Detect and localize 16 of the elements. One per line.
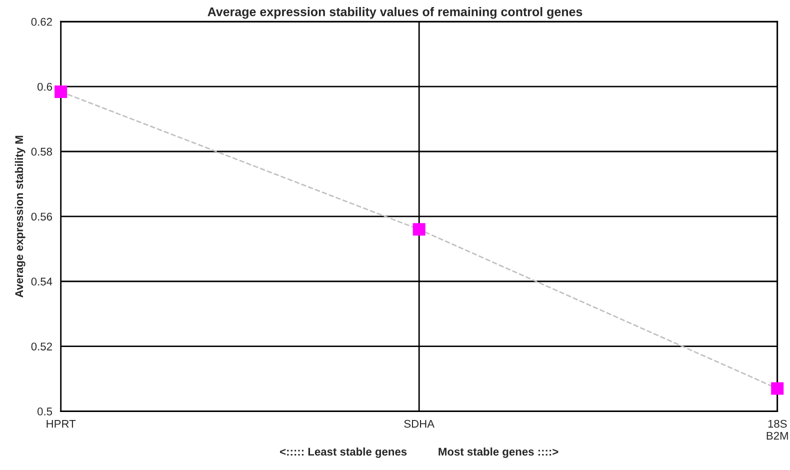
x-tick-label: 18S B2M [766, 420, 788, 440]
x-tick-label: SDHA [404, 420, 435, 428]
y-tick-label: 0.5 [37, 408, 52, 416]
chart-title: Average expression stability values of remaining control genes [208, 7, 582, 19]
y-tick-label: 0.56 [31, 212, 52, 221]
point [771, 382, 784, 395]
point [54, 86, 68, 98]
point [412, 223, 426, 236]
x-tick-label: HPRT [46, 420, 76, 428]
y-tick-label: 0.58 [31, 148, 52, 156]
x-axis-title: <::::: Least stable genes Most stable genes ::::> [280, 447, 558, 458]
y-tick-label: 0.54 [31, 278, 52, 286]
y-tick-label: 0.62 [31, 18, 52, 26]
y-axis-title: Average expression stability M [14, 136, 26, 298]
y-tick-label: 0.52 [31, 342, 52, 350]
y-tick-label: 0.6 [37, 82, 52, 91]
